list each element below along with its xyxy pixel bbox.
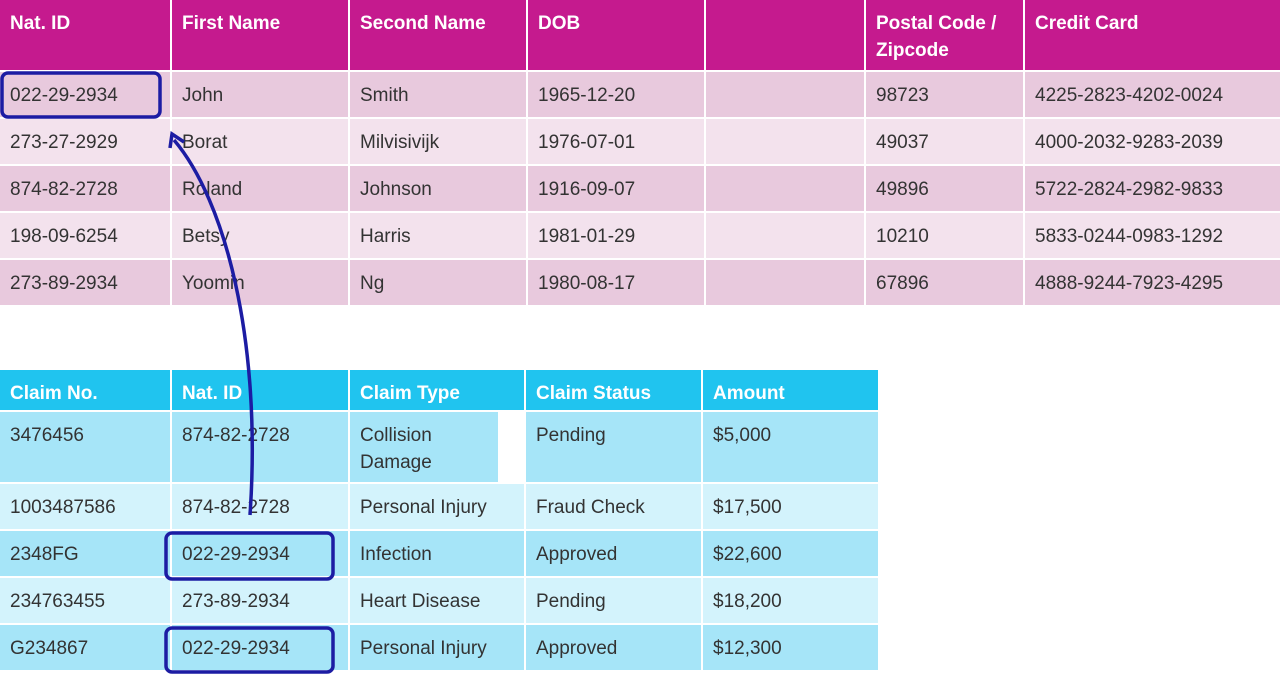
table-cell: 2348FG [0, 531, 172, 578]
table-cell: 022-29-2934 [172, 531, 350, 578]
table-cell: 1976-07-01 [528, 119, 706, 166]
table-cell: Milvisivijk [350, 119, 528, 166]
table-cell: Personal Injury [350, 625, 526, 672]
table-cell: Ng [350, 260, 528, 307]
table-cell: 5833-0244-0983-1292 [1025, 213, 1280, 260]
table-cell: 273-27-2929 [0, 119, 172, 166]
table-cell [706, 166, 866, 213]
table-cell: 273-89-2934 [172, 578, 350, 625]
table-cell: 273-89-2934 [0, 260, 172, 307]
table-cell [706, 119, 866, 166]
table-cell: G234867 [0, 625, 172, 672]
table-cell [706, 260, 866, 307]
table-cell: $17,500 [703, 484, 880, 531]
table-cell: Fraud Check [526, 484, 703, 531]
table-cell: Approved [526, 625, 703, 672]
header-cell: Claim Type [350, 370, 526, 412]
table-cell: 4225-2823-4202-0024 [1025, 72, 1280, 119]
table-cell: John [172, 72, 350, 119]
table-cell: 10210 [866, 213, 1025, 260]
header-cell: Second Name [350, 0, 528, 72]
table-cell: Johnson [350, 166, 528, 213]
table-cell: $22,600 [703, 531, 880, 578]
table-cell: 1980-08-17 [528, 260, 706, 307]
table-cell: 874-82-2728 [172, 412, 350, 484]
table-cell: Harris [350, 213, 528, 260]
table-cell: Roland [172, 166, 350, 213]
table-cell: 5722-2824-2982-9833 [1025, 166, 1280, 213]
table-cell: 1981-01-29 [528, 213, 706, 260]
table-cell: Pending [526, 578, 703, 625]
table-cell [706, 213, 866, 260]
table-cell: Borat [172, 119, 350, 166]
table-cell: Personal Injury [350, 484, 526, 531]
table-cell: Approved [526, 531, 703, 578]
table-cell: $12,300 [703, 625, 880, 672]
table-cell: 98723 [866, 72, 1025, 119]
table-cell: 3476456 [0, 412, 172, 484]
header-cell: Nat. ID [0, 0, 172, 72]
table-cell: Pending [526, 412, 703, 484]
table-cell: Betsy [172, 213, 350, 260]
table-cell: 198-09-6254 [0, 213, 172, 260]
table-cell [706, 72, 866, 119]
table-cell: Collision Damage [350, 412, 500, 484]
table-cell: 022-29-2934 [0, 72, 172, 119]
table-cell: 49037 [866, 119, 1025, 166]
table-cell: 874-82-2728 [172, 484, 350, 531]
header-cell: Claim Status [526, 370, 703, 412]
table-cell: 1003487586 [0, 484, 172, 531]
table-cell: 234763455 [0, 578, 172, 625]
header-cell: Amount [703, 370, 880, 412]
table-cell: 67896 [866, 260, 1025, 307]
table-cell: 1916-09-07 [528, 166, 706, 213]
table-cell: 4888-9244-7923-4295 [1025, 260, 1280, 307]
table-cell: 022-29-2934 [172, 625, 350, 672]
table-cell: 1965-12-20 [528, 72, 706, 119]
table-cell: Smith [350, 72, 528, 119]
table-cell: 874-82-2728 [0, 166, 172, 213]
header-cell: Claim No. [0, 370, 172, 412]
table-cell: Infection [350, 531, 526, 578]
header-cell: Credit Card [1025, 0, 1280, 72]
header-cell: Postal Code / Zipcode [866, 0, 1025, 72]
table-cell: Heart Disease [350, 578, 526, 625]
header-cell: Nat. ID [172, 370, 350, 412]
header-cell: DOB [528, 0, 706, 72]
table-cell: 4000-2032-9283-2039 [1025, 119, 1280, 166]
table-cell: $5,000 [703, 412, 880, 484]
table-cell: $18,200 [703, 578, 880, 625]
header-cell [706, 0, 866, 72]
header-cell: First Name [172, 0, 350, 72]
table-cell: 49896 [866, 166, 1025, 213]
table-cell: Yoomin [172, 260, 350, 307]
